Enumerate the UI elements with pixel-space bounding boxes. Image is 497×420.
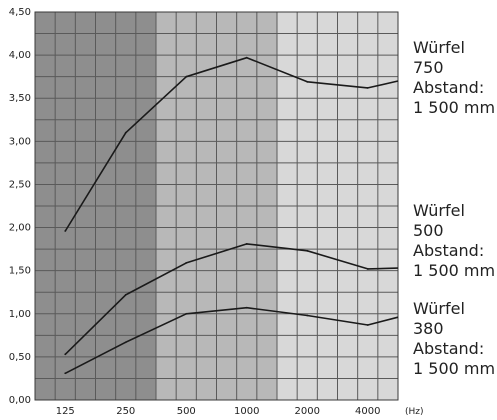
x-unit-label: (Hz) bbox=[405, 407, 424, 417]
y-tick-label: 2,50 bbox=[9, 179, 31, 190]
series-label-line: 750 bbox=[413, 58, 444, 77]
y-tick-label: 3,50 bbox=[9, 93, 31, 104]
series-point bbox=[245, 56, 248, 59]
series-label-wuerfel-500: Würfel 500 Abstand: 1 500 mm bbox=[413, 201, 495, 281]
series-label-wuerfel-750: Würfel 750 Abstand: 1 500 mm bbox=[413, 38, 495, 118]
series-point bbox=[64, 372, 67, 375]
series-label-line: Würfel bbox=[413, 299, 465, 318]
series-label-line: 1 500 mm bbox=[413, 359, 496, 378]
series-label-line: Würfel bbox=[413, 201, 465, 220]
series-point bbox=[124, 293, 127, 296]
series-point bbox=[366, 268, 369, 270]
y-tick-label: 2,00 bbox=[9, 223, 31, 234]
series-point bbox=[245, 306, 248, 309]
y-tick-label: 0,00 bbox=[9, 395, 31, 406]
series-label-wuerfel-380: Würfel 380 Abstand: 1 500 mm bbox=[413, 299, 495, 379]
series-label-line: Abstand: bbox=[413, 241, 485, 260]
grid bbox=[34, 11, 399, 401]
y-axis-ticks: 0,00 0,50 1,00 1,50 2,00 2,50 3,00 3,50 4,00 4,50 bbox=[9, 7, 31, 406]
series-point bbox=[366, 324, 369, 326]
series-point bbox=[124, 341, 127, 344]
series-label-line: 500 bbox=[413, 221, 444, 240]
series-label-line: Abstand: bbox=[413, 339, 485, 358]
series-point bbox=[185, 262, 188, 264]
series-point bbox=[64, 353, 67, 356]
y-tick-label: 4,50 bbox=[9, 7, 31, 18]
series-lines bbox=[64, 56, 399, 375]
series-label-line: 1 500 mm bbox=[413, 261, 496, 280]
x-tick-label: 2000 bbox=[295, 406, 320, 417]
series-point bbox=[306, 249, 309, 252]
series-point bbox=[185, 312, 188, 315]
series-point bbox=[245, 243, 248, 245]
series-label-line: Abstand: bbox=[413, 78, 485, 97]
series-point bbox=[306, 314, 309, 317]
series-point bbox=[185, 75, 188, 78]
y-tick-label: 1,50 bbox=[9, 266, 31, 277]
x-tick-label: 4000 bbox=[355, 406, 380, 417]
series-label-line: Würfel bbox=[413, 38, 465, 57]
y-tick-label: 1,00 bbox=[9, 309, 31, 320]
series-label-line: 1 500 mm bbox=[413, 98, 496, 117]
x-tick-label: 125 bbox=[56, 406, 75, 417]
x-tick-label: 1000 bbox=[234, 406, 259, 417]
plot-frame bbox=[34, 11, 399, 401]
x-tick-label: 250 bbox=[116, 406, 135, 417]
series-point bbox=[124, 131, 127, 134]
y-tick-label: 0,50 bbox=[9, 352, 31, 363]
y-tick-label: 3,00 bbox=[9, 136, 31, 147]
y-tick-label: 4,00 bbox=[9, 50, 31, 61]
series-point bbox=[366, 86, 369, 89]
x-tick-label: 500 bbox=[177, 406, 196, 417]
series-point bbox=[64, 230, 67, 232]
series-point bbox=[306, 80, 309, 83]
x-axis-ticks: 125 250 500 1000 2000 4000 bbox=[56, 406, 381, 417]
series-label-line: 380 bbox=[413, 319, 444, 338]
